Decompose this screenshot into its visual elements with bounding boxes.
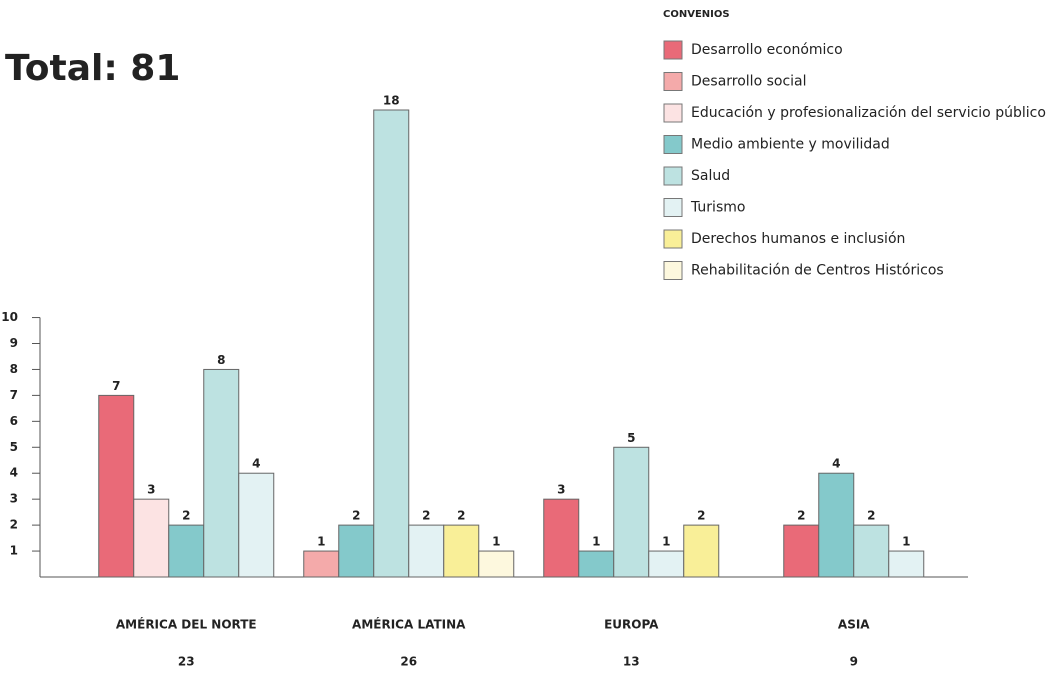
bar — [408, 524, 445, 578]
group-total: 9 — [850, 655, 858, 669]
legend-swatch — [663, 135, 683, 154]
data-label: 3 — [147, 483, 155, 497]
y-tick-label: 2 — [10, 518, 18, 532]
y-tick-label: 5 — [10, 440, 18, 454]
data-label: 1 — [492, 535, 500, 549]
legend-title: CONVENIOS — [663, 9, 730, 20]
y-tick-label: 4 — [10, 466, 18, 480]
bar — [888, 550, 925, 578]
data-label: 1 — [592, 535, 600, 549]
bar — [543, 498, 580, 578]
legend-swatch — [663, 40, 683, 60]
bar — [683, 524, 720, 578]
bar — [203, 368, 240, 578]
group-total: 23 — [178, 655, 195, 669]
data-label: 8 — [217, 353, 225, 367]
bar — [338, 524, 375, 578]
data-label: 18 — [383, 94, 400, 108]
bar — [783, 524, 820, 578]
chart-title: Total: 81 — [5, 48, 180, 89]
legend-label: Educación y profesionalización del servi… — [691, 105, 1046, 121]
legend-label: Derechos humanos e inclusión — [691, 231, 905, 247]
data-label: 2 — [797, 509, 805, 523]
legend-swatch — [663, 229, 683, 249]
data-label: 5 — [627, 431, 635, 445]
data-label: 2 — [457, 509, 465, 523]
bar — [238, 472, 275, 578]
legend-label: Turismo — [690, 200, 745, 216]
legend-label: Medio ambiente y movilidad — [691, 137, 890, 153]
group-total: 13 — [623, 655, 640, 669]
data-label: 1 — [662, 535, 670, 549]
bar — [478, 550, 515, 578]
data-label: 2 — [422, 509, 430, 523]
data-label: 1 — [317, 535, 325, 549]
y-tick-label: 7 — [10, 388, 18, 402]
legend-swatch — [663, 72, 683, 91]
legend-label: Salud — [691, 168, 730, 184]
bar — [443, 524, 480, 578]
y-tick-label: 9 — [10, 336, 18, 350]
legend-label: Desarrollo social — [691, 74, 807, 90]
bar — [853, 524, 890, 578]
legend-label: Desarrollo económico — [691, 42, 843, 58]
legend-swatch — [663, 103, 683, 123]
x-tick-label: AMÉRICA DEL NORTE — [116, 617, 257, 632]
y-tick-label: 3 — [10, 492, 18, 506]
legend-swatch — [663, 261, 683, 280]
data-label: 1 — [902, 535, 910, 549]
y-tick-label: 1 — [10, 544, 18, 558]
data-label: 4 — [252, 457, 260, 471]
bar — [303, 550, 340, 578]
legend-swatch — [663, 166, 683, 186]
y-tick-label: 8 — [10, 362, 18, 376]
x-tick-label: AMÉRICA LATINA — [352, 617, 466, 632]
data-label: 3 — [557, 483, 565, 497]
bar — [648, 550, 685, 578]
bar — [613, 446, 650, 578]
bar — [168, 524, 205, 578]
data-label: 7 — [112, 379, 120, 393]
group-total: 26 — [400, 655, 417, 669]
data-label: 2 — [697, 509, 705, 523]
legend-label: Rehabilitación de Centros Históricos — [691, 263, 944, 279]
x-tick-label: EUROPA — [604, 618, 659, 632]
bar — [818, 472, 855, 578]
data-label: 4 — [832, 457, 840, 471]
data-label: 2 — [182, 509, 190, 523]
x-tick-label: ASIA — [838, 618, 870, 632]
y-tick-label: 6 — [10, 414, 18, 428]
data-label: 2 — [352, 509, 360, 523]
bar — [133, 498, 170, 578]
y-tick-label: 10 — [1, 310, 18, 324]
legend-swatch — [663, 198, 683, 217]
bar — [98, 394, 135, 578]
data-label: 2 — [867, 509, 875, 523]
bar — [578, 550, 615, 578]
bar — [373, 109, 410, 578]
